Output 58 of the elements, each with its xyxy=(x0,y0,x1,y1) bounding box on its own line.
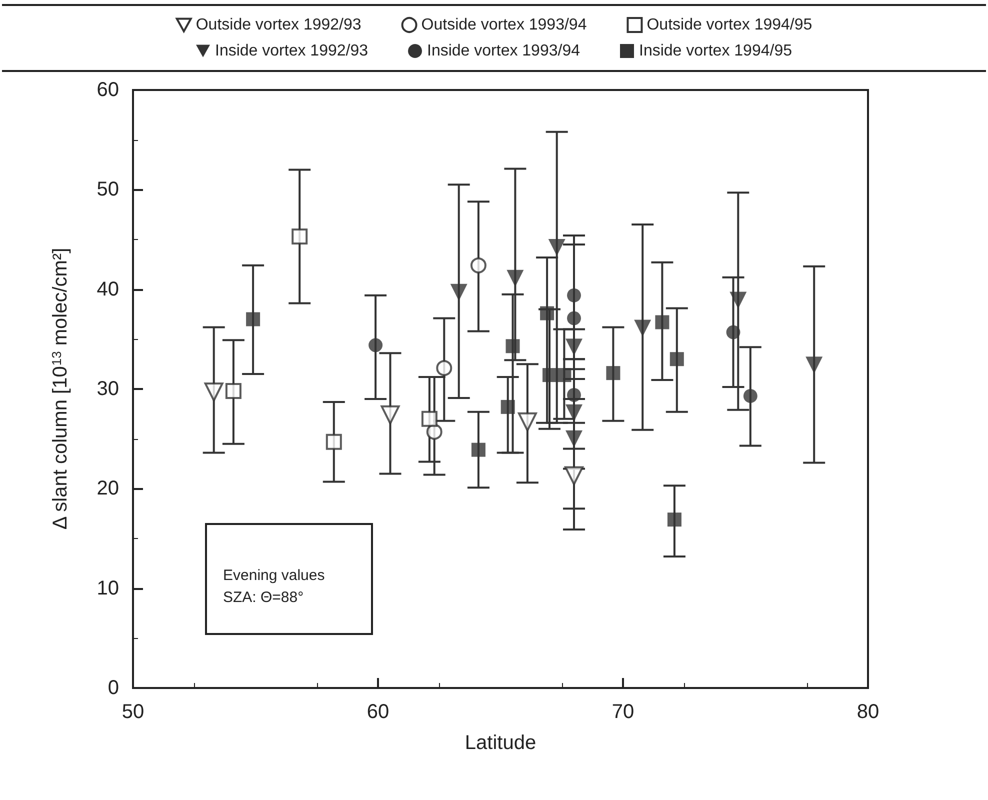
point xyxy=(368,338,383,352)
point xyxy=(606,366,620,380)
y-tick-label: 50 xyxy=(96,178,119,201)
point xyxy=(292,228,308,245)
point xyxy=(806,356,823,374)
annotation: SZA: Θ=88° xyxy=(223,588,305,608)
point xyxy=(540,306,554,320)
x-axis-title: Latitude xyxy=(464,732,536,754)
point xyxy=(506,270,524,287)
y-tick-label: 60 xyxy=(96,79,119,101)
legend-label: Inside vortex 1992/93 xyxy=(215,42,368,60)
annotation: Evening values xyxy=(223,566,326,586)
point xyxy=(566,430,582,448)
point xyxy=(204,382,224,402)
legend-label: Outside vortex 1994/95 xyxy=(646,16,812,34)
point xyxy=(655,315,670,330)
point xyxy=(326,434,342,450)
point xyxy=(500,400,515,414)
point xyxy=(426,424,442,440)
y-axis-title: Δ slant column [1013 molec/cm²] xyxy=(49,248,72,530)
x-tick-label: 60 xyxy=(366,701,390,723)
point xyxy=(567,388,581,402)
point xyxy=(567,311,581,326)
point xyxy=(670,352,684,366)
y-tick-label: 40 xyxy=(96,278,119,300)
point xyxy=(548,238,566,256)
point xyxy=(567,288,581,302)
legend-label: Inside vortex 1994/95 xyxy=(638,42,792,60)
legend-label: Inside vortex 1993/94 xyxy=(427,42,580,60)
legend-label: Outside vortex 1992/93 xyxy=(196,16,362,34)
point xyxy=(542,368,556,382)
point xyxy=(557,368,572,382)
point xyxy=(246,312,260,326)
point xyxy=(634,320,652,337)
point xyxy=(470,257,486,274)
point xyxy=(518,412,537,432)
point xyxy=(225,382,242,399)
point xyxy=(667,512,682,527)
legend-label: Outside vortex 1993/94 xyxy=(421,16,587,34)
point xyxy=(506,339,520,354)
point xyxy=(566,404,582,422)
point xyxy=(436,360,452,376)
point xyxy=(450,284,468,301)
y-tick-label: 10 xyxy=(96,577,119,600)
point xyxy=(471,442,486,457)
x-tick-label: 50 xyxy=(122,701,144,723)
point xyxy=(421,410,438,427)
y-tick-label: 30 xyxy=(96,378,119,400)
x-tick-label: 70 xyxy=(612,701,634,723)
y-tick-label: 0 xyxy=(108,677,119,699)
y-tick-label: 20 xyxy=(96,478,119,500)
point xyxy=(743,388,758,403)
note-box: Evening values SZA: Θ=88° xyxy=(205,523,373,635)
point xyxy=(380,405,400,424)
x-tick-label: 80 xyxy=(856,701,880,723)
point xyxy=(564,466,584,486)
point xyxy=(726,325,740,340)
point xyxy=(730,292,747,309)
